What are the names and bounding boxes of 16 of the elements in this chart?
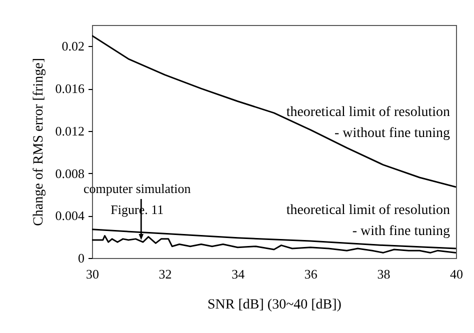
x-tick-label: 32 [158,266,172,282]
y-tick-label: 0.004 [55,208,85,224]
y-tick-label: 0.02 [62,38,84,54]
y-tick-label: 0 [78,250,84,266]
x-tick-label: 40 [450,266,463,282]
y-tick-label: 0.016 [55,81,85,96]
annotation: theoretical limit of resolution - with fine tuning [286,203,450,239]
y-tick-label: 0.008 [55,166,84,181]
annotation: theoretical limit of resolution - without fine tuning [286,105,450,141]
y-axis-title: Change of RMS error [fringe] [31,58,46,226]
x-tick-label: 38 [377,266,390,282]
x-tick-label: 36 [304,266,318,282]
x-tick-label: 30 [86,266,99,282]
x-tick-label: 34 [232,266,246,282]
y-tick-label: 0.012 [55,123,84,138]
x-axis-title: SNR [dB] (30~40 [dB]) [208,298,342,312]
